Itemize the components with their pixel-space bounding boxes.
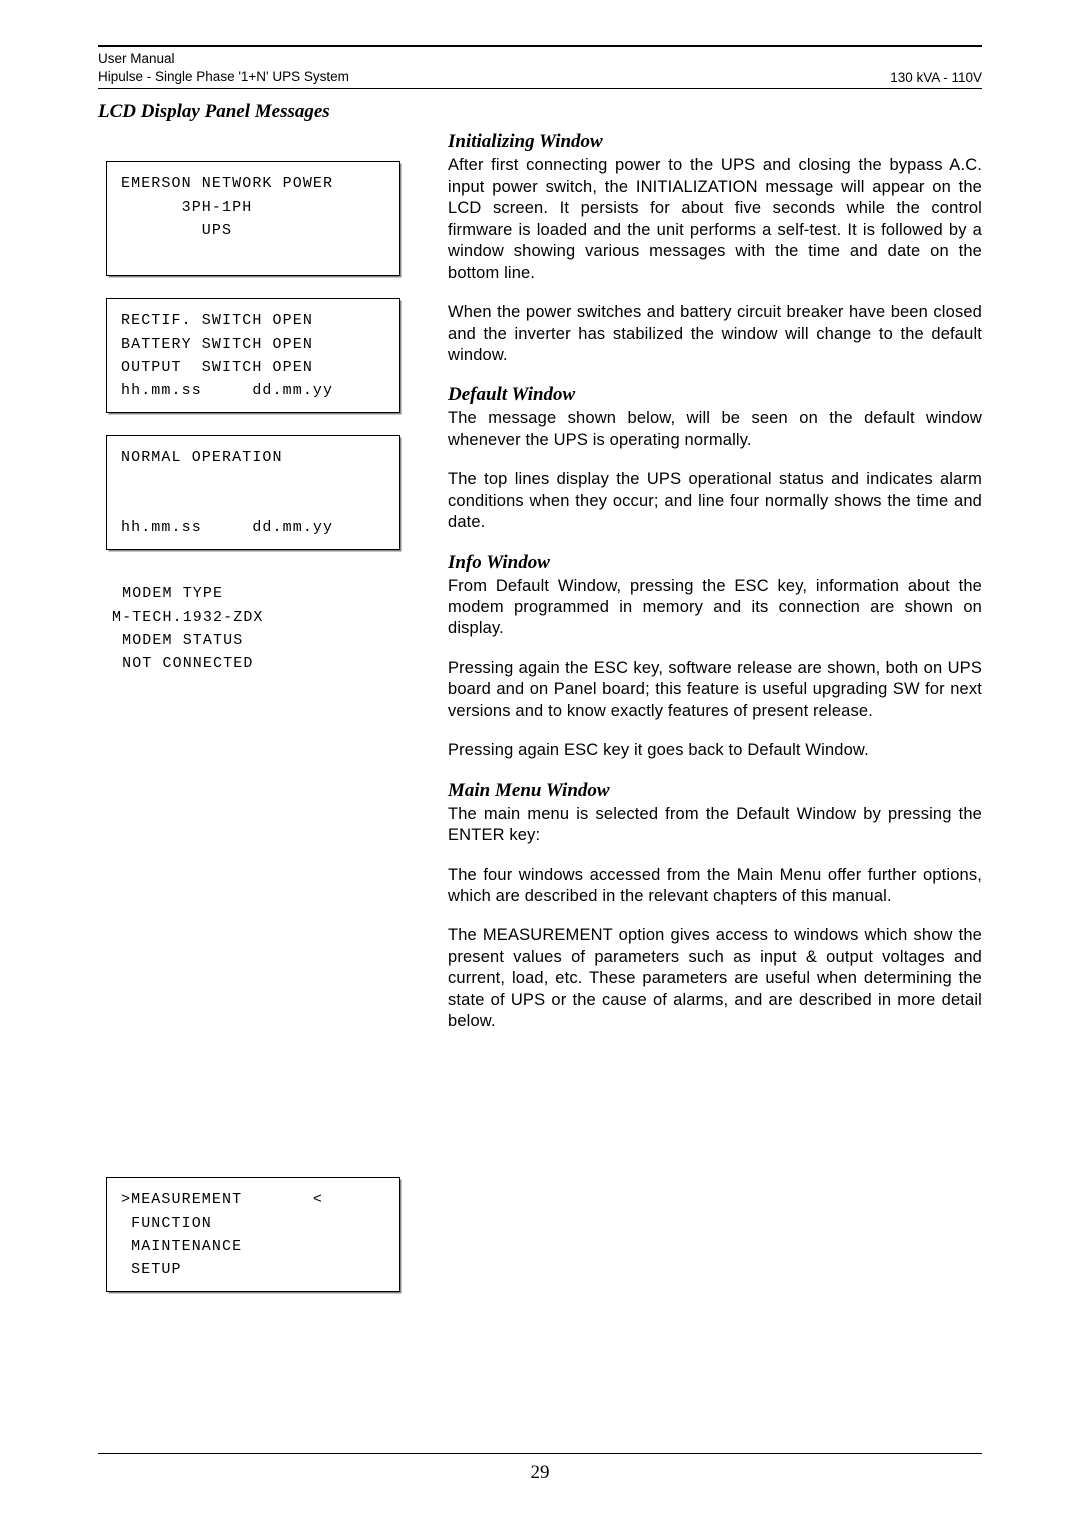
header-spec: 130 kVA - 110V	[890, 70, 982, 86]
lcd-normal-window: NORMAL OPERATION hh.mm.ss dd.mm.yy	[106, 435, 400, 550]
para-info-3: Pressing again ESC key it goes back to D…	[448, 740, 982, 761]
two-column-layout: EMERSON NETWORK POWER 3PH-1PH UPS RECTIF…	[98, 131, 982, 1314]
spacer	[98, 707, 418, 1177]
page-number: 29	[98, 1462, 982, 1484]
para-init-1: After first connecting power to the UPS …	[448, 155, 982, 284]
heading-default: Default Window	[448, 384, 982, 406]
page-content: User Manual Hipulse - Single Phase '1+N'…	[98, 45, 982, 1314]
para-default-2: The top lines display the UPS operationa…	[448, 469, 982, 533]
heading-main-menu: Main Menu Window	[448, 780, 982, 802]
para-mm-1: The main menu is selected from the Defau…	[448, 804, 982, 847]
para-info-2: Pressing again the ESC key, software rel…	[448, 658, 982, 722]
lcd-modem-window: MODEM TYPE M-TECH.1932-ZDX MODEM STATUS …	[106, 572, 390, 685]
left-column: EMERSON NETWORK POWER 3PH-1PH UPS RECTIF…	[98, 131, 418, 1314]
para-mm-2: The four windows accessed from the Main …	[448, 865, 982, 908]
para-info-1: From Default Window, pressing the ESC ke…	[448, 576, 982, 640]
rule-under-header	[98, 88, 982, 89]
header-left: User Manual Hipulse - Single Phase '1+N'…	[98, 50, 349, 86]
manual-title-2: Hipulse - Single Phase '1+N' UPS System	[98, 68, 349, 86]
lcd-switches-window: RECTIF. SWITCH OPEN BATTERY SWITCH OPEN …	[106, 298, 400, 413]
manual-title-1: User Manual	[98, 50, 349, 68]
running-header: User Manual Hipulse - Single Phase '1+N'…	[98, 50, 982, 86]
rule-top	[98, 45, 982, 47]
heading-initializing: Initializing Window	[448, 131, 982, 153]
page-footer: 29	[98, 1453, 982, 1484]
lcd-main-menu-window: >MEASUREMENT < FUNCTION MAINTENANCE SETU…	[106, 1177, 400, 1292]
para-mm-3: The MEASUREMENT option gives access to w…	[448, 925, 982, 1032]
para-init-2: When the power switches and battery circ…	[448, 302, 982, 366]
section-title: LCD Display Panel Messages	[98, 101, 982, 123]
para-default-1: The message shown below, will be seen on…	[448, 408, 982, 451]
lcd-init-window: EMERSON NETWORK POWER 3PH-1PH UPS	[106, 161, 400, 276]
rule-footer	[98, 1453, 982, 1454]
right-column: Initializing Window After first connecti…	[418, 131, 982, 1314]
heading-info: Info Window	[448, 552, 982, 574]
